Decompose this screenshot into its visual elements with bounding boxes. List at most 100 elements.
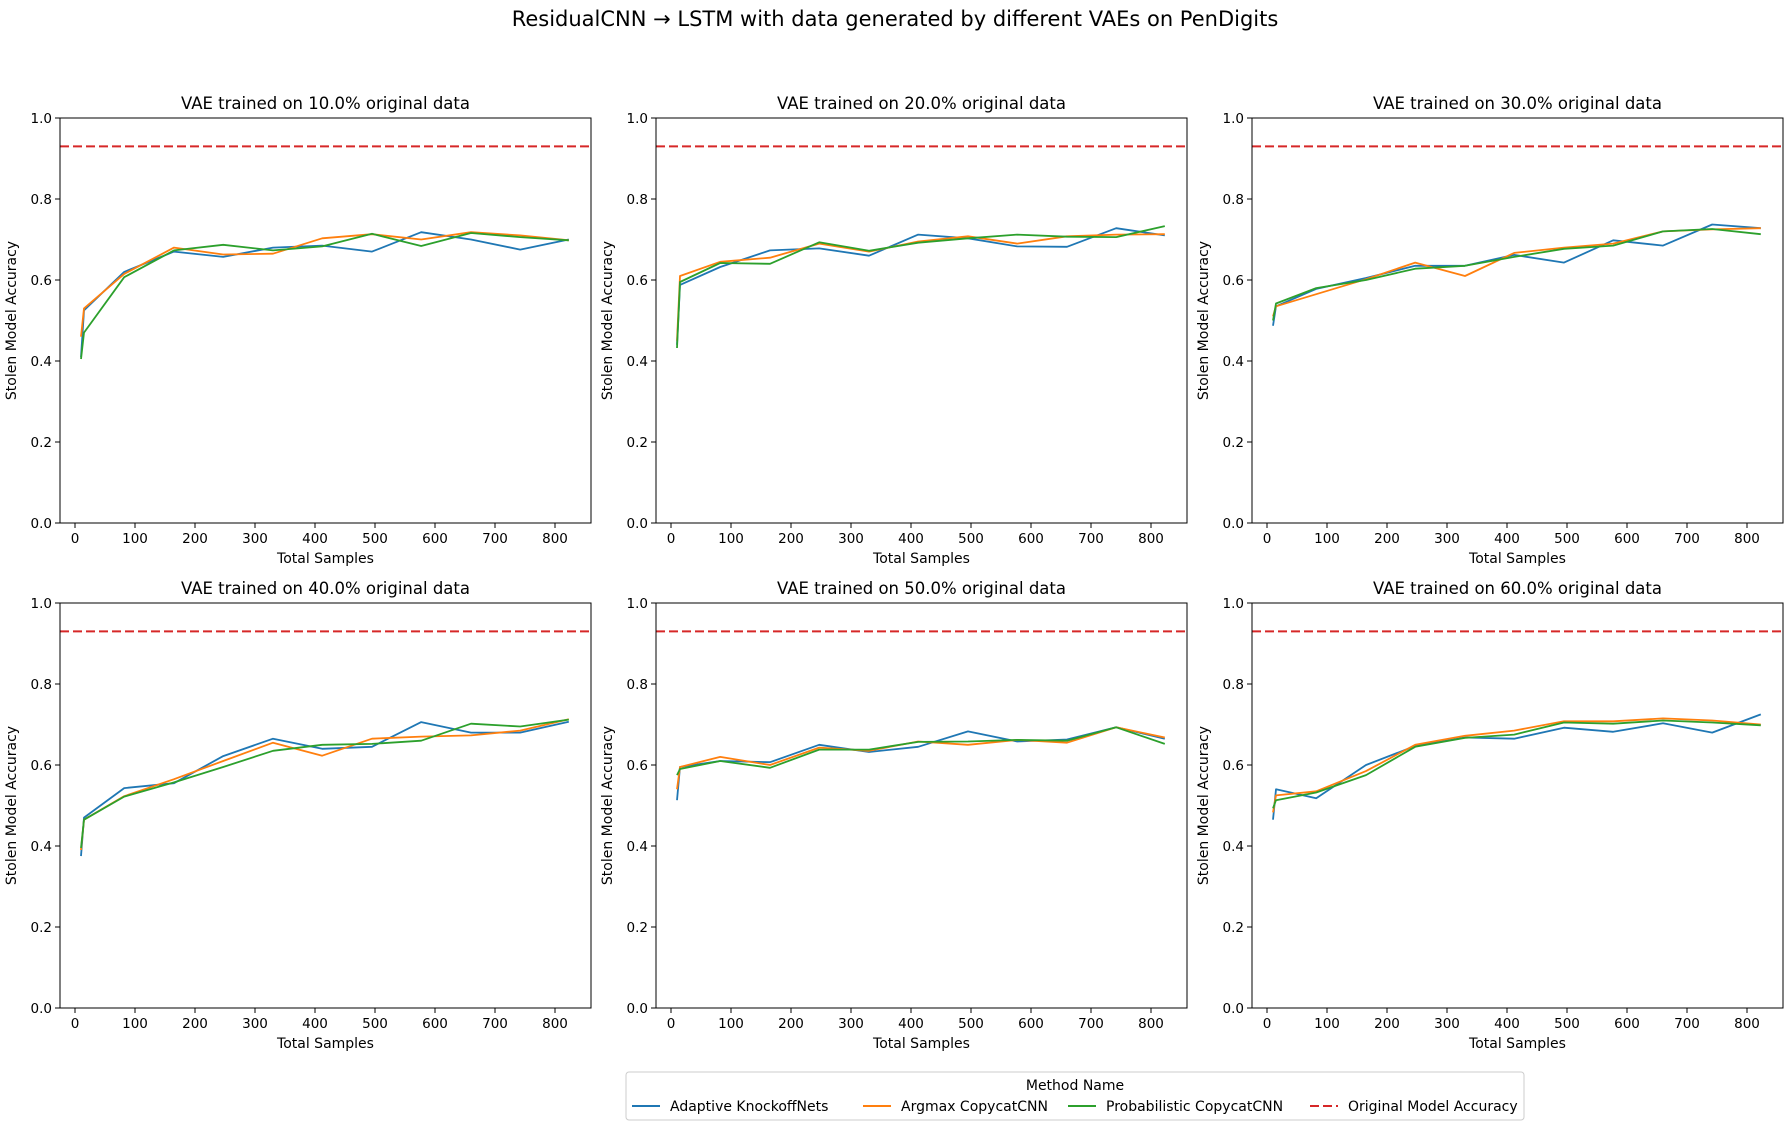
x-tick-label: 300 [242,531,268,547]
legend-item: Probabilistic CopycatCNN [1068,1099,1283,1115]
x-tick-label: 200 [1374,1016,1400,1032]
x-tick-label: 100 [718,1016,744,1032]
x-tick-label: 200 [778,531,804,547]
x-tick-label: 600 [422,531,448,547]
x-axis-label: Total Samples [276,551,374,567]
y-tick-label: 0.2 [627,920,648,936]
x-axis-label: Total Samples [276,1036,374,1052]
axes-frame [655,117,1188,524]
y-tick-label: 1.0 [627,596,648,612]
y-tick-label: 0.0 [1223,1001,1244,1017]
x-tick-label: 0 [71,531,80,547]
x-tick-label: 500 [1554,531,1580,547]
x-tick-label: 500 [362,531,388,547]
y-tick-label: 0.2 [1223,435,1244,451]
x-tick-label: 0 [1263,1016,1272,1032]
x-tick-label: 200 [778,1016,804,1032]
series-line-argmax-copycatcnn [1272,717,1761,813]
legend-label: Original Model Accuracy [1348,1099,1518,1115]
x-tick-label: 700 [1078,531,1104,547]
x-tick-label: 800 [1138,531,1164,547]
subplot-grid: VAE trained on 10.0% original data 0 100 20… [4,94,1784,1052]
y-tick-label: 0.6 [1223,758,1244,774]
x-axis-label: Total Samples [872,551,970,567]
y-tick-label: 0.0 [31,516,52,532]
y-tick-label: 1.0 [1223,596,1244,612]
y-tick-label: 0.6 [31,273,52,289]
y-tick-label: 0.4 [31,354,52,370]
series-line-probabilistic-copycatcnn [80,232,569,360]
y-axis-label: Stolen Model Accuracy [4,726,20,885]
y-tick-label: 0.6 [627,273,648,289]
legend-item: Adaptive KnockoffNets [632,1099,828,1115]
x-tick-label: 200 [182,531,208,547]
subplot-4: VAE trained on 40.0% original data 0 100 20… [4,579,592,1052]
y-axis-label: Stolen Model Accuracy [600,726,616,885]
x-tick-label: 400 [302,531,328,547]
x-tick-label: 700 [482,531,508,547]
x-tick-label: 100 [122,1016,148,1032]
subplot-1: VAE trained on 10.0% original data 0 100 20… [4,94,592,567]
x-tick-label: 400 [1494,1016,1520,1032]
series-line-probabilistic-copycatcnn [1272,228,1761,321]
x-tick-label: 0 [667,1016,676,1032]
y-tick-label: 0.6 [1223,273,1244,289]
y-tick-label: 0.0 [627,516,648,532]
x-tick-label: 200 [182,1016,208,1032]
series-line-adaptive-knockoffnets [676,227,1165,345]
subplot-title: VAE trained on 10.0% original data [181,94,470,113]
x-tick-label: 600 [422,1016,448,1032]
x-tick-label: 800 [542,531,568,547]
series-line-probabilistic-copycatcnn [676,225,1165,349]
y-tick-label: 0.0 [31,1001,52,1017]
x-tick-label: 600 [1018,531,1044,547]
subplot-3: VAE trained on 30.0% original data 0 100 20… [1196,94,1784,567]
series-line-probabilistic-copycatcnn [1272,719,1761,809]
legend-label: Argmax CopycatCNN [901,1099,1048,1115]
x-tick-label: 100 [718,531,744,547]
x-tick-label: 500 [958,531,984,547]
x-tick-label: 800 [1734,531,1760,547]
y-tick-label: 0.8 [1223,677,1244,693]
x-tick-label: 0 [71,1016,80,1032]
y-tick-label: 0.4 [31,839,52,855]
legend-frame [625,1071,1525,1121]
x-tick-label: 500 [362,1016,388,1032]
x-tick-label: 300 [1434,1016,1460,1032]
y-tick-label: 0.8 [31,677,52,693]
x-tick-label: 700 [1674,1016,1700,1032]
subplot-5: VAE trained on 50.0% original data 0 100 20… [600,579,1188,1052]
y-tick-label: 0.0 [627,1001,648,1017]
x-tick-label: 700 [1078,1016,1104,1032]
subplot-title: VAE trained on 40.0% original data [181,579,470,598]
y-tick-label: 0.4 [1223,354,1244,370]
y-tick-label: 1.0 [627,111,648,127]
axes-frame [1251,602,1784,1009]
x-tick-label: 800 [1138,1016,1164,1032]
x-axis-label: Total Samples [872,1036,970,1052]
series-line-adaptive-knockoffnets [80,720,569,857]
subplot-title: VAE trained on 60.0% original data [1373,579,1662,598]
x-tick-label: 0 [1263,531,1272,547]
axes-frame [1251,117,1784,524]
y-tick-label: 0.6 [627,758,648,774]
x-tick-label: 400 [1494,531,1520,547]
axes-frame [59,117,592,524]
x-tick-label: 500 [1554,1016,1580,1032]
y-tick-label: 0.4 [627,839,648,855]
x-tick-label: 600 [1614,531,1640,547]
y-tick-label: 0.8 [1223,192,1244,208]
y-tick-label: 1.0 [1223,111,1244,127]
y-tick-label: 1.0 [31,596,52,612]
legend-label: Adaptive KnockoffNets [670,1099,828,1115]
y-tick-label: 0.4 [627,354,648,370]
axes-frame [655,602,1188,1009]
series-line-adaptive-knockoffnets [1272,713,1762,820]
x-tick-label: 100 [1314,1016,1340,1032]
legend-title: Method Name [1026,1078,1124,1094]
y-tick-label: 0.4 [1223,839,1244,855]
subplot-title: VAE trained on 50.0% original data [777,579,1066,598]
y-tick-label: 0.2 [31,920,52,936]
x-tick-label: 400 [898,1016,924,1032]
